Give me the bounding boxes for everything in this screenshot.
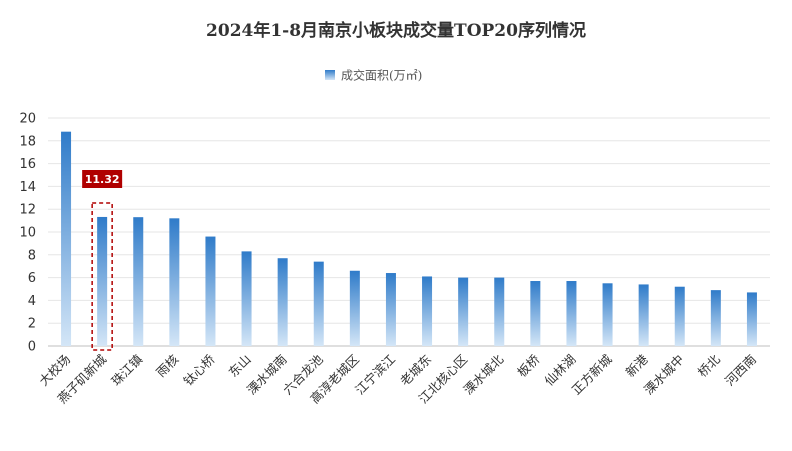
highlight-box [91, 202, 113, 351]
grid [48, 117, 770, 347]
bar [133, 217, 144, 346]
legend-swatch [325, 70, 335, 80]
x-tick-label: 板桥 [514, 351, 543, 380]
y-tick-label: 8 [28, 248, 36, 263]
bar [494, 277, 505, 346]
bar [313, 261, 324, 346]
y-tick-label: 4 [28, 294, 36, 309]
legend-label: 成交面积(万㎡) [341, 68, 422, 83]
bar [205, 236, 216, 346]
bar [97, 216, 108, 346]
bar [422, 276, 433, 346]
y-tick-label: 14 [19, 180, 36, 195]
x-tick-label: 东山 [225, 352, 253, 380]
legend: 成交面积(万㎡) [325, 68, 422, 83]
highlight-callout: 11.32 [82, 170, 123, 351]
x-tick-label: 河西南 [722, 352, 759, 389]
y-tick-label: 0 [28, 340, 36, 355]
bar [710, 290, 721, 346]
x-tick-label: 钛心桥 [180, 351, 217, 388]
highlight-value-label: 11.32 [85, 173, 120, 186]
bar [169, 218, 180, 346]
y-tick-label: 20 [19, 112, 36, 127]
bar [385, 273, 396, 346]
bar [241, 251, 252, 346]
highlight-badge [82, 170, 123, 188]
bar [602, 283, 613, 346]
y-axis: 0 2 4 6 8 10 12 14 16 18 20 [19, 112, 36, 355]
x-tick-label: 新港 [622, 351, 651, 380]
y-tick-label: 16 [19, 157, 36, 172]
bar [277, 258, 288, 346]
y-tick-label: 2 [28, 317, 36, 332]
x-tick-label: 珠江镇 [108, 352, 145, 389]
x-tick-label: 溧水城中 [641, 352, 687, 398]
y-tick-label: 10 [19, 226, 36, 241]
x-tick-label: 江宁滨江 [352, 352, 398, 398]
bar [530, 281, 541, 346]
x-tick-label: 桥北 [695, 351, 724, 380]
bar [61, 131, 72, 346]
x-tick-label: 雨核 [153, 351, 182, 380]
bar [566, 281, 577, 346]
x-tick-label: 正方新城 [569, 351, 615, 397]
bar [674, 286, 685, 346]
bar [638, 284, 649, 346]
bar [458, 277, 469, 346]
y-tick-label: 6 [28, 271, 36, 286]
chart-title: 2024年1-8月南京小板块成交量TOP20序列情况 [206, 20, 586, 41]
bar [349, 270, 360, 346]
bars [61, 131, 757, 346]
y-tick-label: 18 [19, 134, 36, 149]
bar [746, 292, 757, 346]
x-tick-label: 溧水城北 [460, 351, 506, 397]
y-tick-label: 12 [19, 203, 36, 218]
